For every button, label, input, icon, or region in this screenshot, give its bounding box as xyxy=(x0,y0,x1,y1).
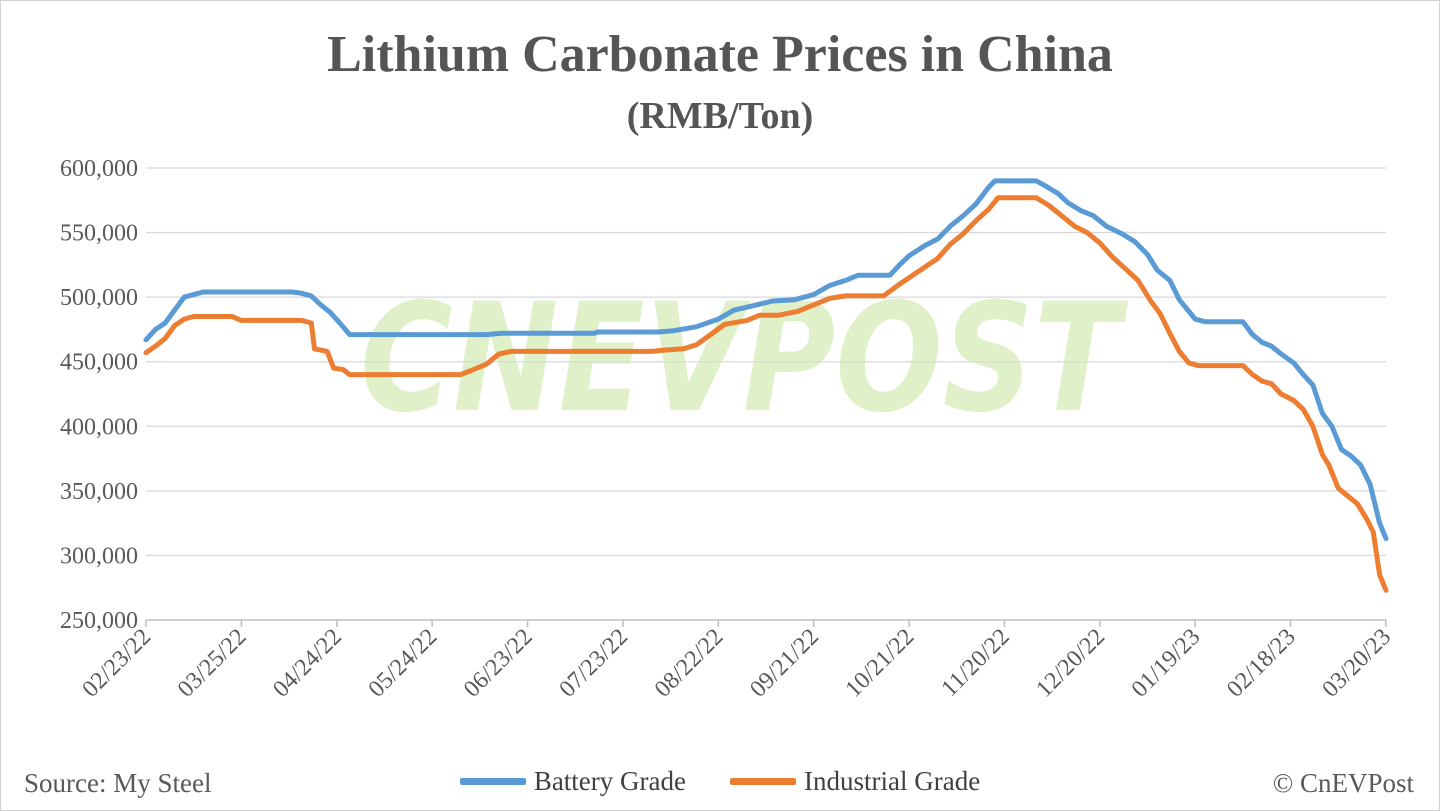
x-tick-label: 02/18/23 xyxy=(1222,624,1301,703)
chart-title: Lithium Carbonate Prices in China xyxy=(327,26,1113,83)
x-tick-label: 07/23/22 xyxy=(554,624,633,703)
y-tick-label: 300,000 xyxy=(60,543,138,569)
legend-item-industrial: Industrial Grade xyxy=(730,766,980,797)
legend-label-industrial: Industrial Grade xyxy=(804,766,981,796)
x-tick-label: 12/20/22 xyxy=(1031,624,1110,703)
x-tick-label: 03/25/22 xyxy=(173,624,252,703)
y-tick-label: 500,000 xyxy=(60,285,138,311)
legend-swatch-industrial xyxy=(730,778,796,785)
x-tick-label: 02/23/22 xyxy=(78,624,157,703)
y-tick-label: 350,000 xyxy=(60,479,138,505)
chart-subtitle: (RMB/Ton) xyxy=(626,95,814,137)
legend-label-battery: Battery Grade xyxy=(533,766,686,796)
x-tick-label: 11/20/22 xyxy=(937,624,1015,702)
series-line-battery-grade xyxy=(143,178,1389,542)
x-tick-label: 06/23/22 xyxy=(459,624,538,703)
source-note: Source: My Steel xyxy=(24,768,212,798)
y-tick-label: 550,000 xyxy=(60,221,138,247)
x-tick-label: 10/21/22 xyxy=(841,624,920,703)
legend: Battery Grade Industrial Grade xyxy=(0,766,1440,797)
x-tick-label: 09/21/22 xyxy=(745,624,824,703)
y-tick-label: 450,000 xyxy=(60,350,138,376)
watermark-text: CNEVPOST xyxy=(360,272,1129,446)
y-tick-label: 400,000 xyxy=(60,414,138,440)
legend-item-battery: Battery Grade xyxy=(459,766,686,797)
x-tick-label: 04/24/22 xyxy=(268,624,347,703)
x-tick-label: 08/22/22 xyxy=(650,624,729,703)
y-tick-label: 250,000 xyxy=(60,608,138,634)
x-tick-label: 01/19/23 xyxy=(1127,624,1206,703)
y-tick-label: 600,000 xyxy=(60,156,138,182)
series-line-industrial-grade xyxy=(143,195,1389,593)
x-tick-label: 03/20/23 xyxy=(1318,624,1397,703)
copyright-credit: © CnEVPost xyxy=(1272,768,1414,798)
x-tick-label: 05/24/22 xyxy=(364,624,443,703)
legend-swatch-battery xyxy=(459,778,526,785)
